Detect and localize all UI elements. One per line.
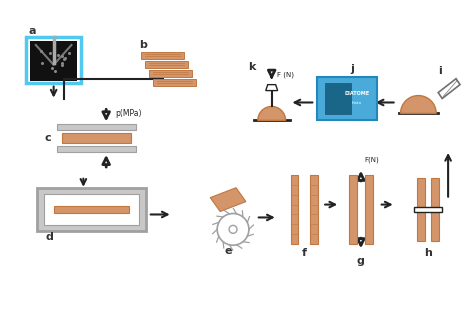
Polygon shape xyxy=(310,175,318,244)
Polygon shape xyxy=(418,178,425,241)
Polygon shape xyxy=(145,61,189,68)
Polygon shape xyxy=(56,146,136,152)
Text: F (N): F (N) xyxy=(277,71,294,78)
Polygon shape xyxy=(30,41,77,81)
Polygon shape xyxy=(37,188,146,231)
Text: j: j xyxy=(350,64,354,74)
Text: d: d xyxy=(46,232,54,242)
Text: f: f xyxy=(302,248,307,258)
Polygon shape xyxy=(54,206,129,213)
Text: k: k xyxy=(248,62,255,72)
Text: e: e xyxy=(224,246,232,256)
Polygon shape xyxy=(153,79,196,86)
Polygon shape xyxy=(317,77,377,120)
Polygon shape xyxy=(44,194,139,225)
Polygon shape xyxy=(349,175,357,244)
Polygon shape xyxy=(62,133,131,143)
Text: h: h xyxy=(424,248,432,258)
Text: b: b xyxy=(139,40,147,50)
Text: c: c xyxy=(45,133,51,143)
Text: a: a xyxy=(28,26,36,36)
Text: p(MPa): p(MPa) xyxy=(115,109,142,118)
Text: histo: histo xyxy=(352,101,362,105)
Wedge shape xyxy=(401,95,436,113)
Polygon shape xyxy=(431,178,439,241)
Text: F(N): F(N) xyxy=(365,157,380,163)
Polygon shape xyxy=(325,83,351,114)
Text: g: g xyxy=(357,256,365,266)
Polygon shape xyxy=(365,175,373,244)
Polygon shape xyxy=(149,70,192,77)
Polygon shape xyxy=(266,85,278,90)
Polygon shape xyxy=(56,124,136,130)
Polygon shape xyxy=(414,207,442,213)
Text: i: i xyxy=(438,66,442,76)
Polygon shape xyxy=(210,188,246,212)
Wedge shape xyxy=(258,106,285,120)
Polygon shape xyxy=(141,52,184,59)
Polygon shape xyxy=(291,175,299,244)
Text: DIATOME: DIATOME xyxy=(345,91,370,96)
